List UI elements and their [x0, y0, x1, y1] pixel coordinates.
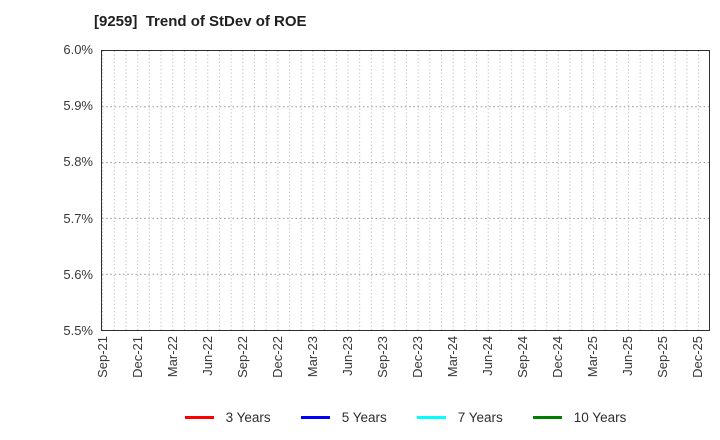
legend-line-swatch — [300, 415, 330, 419]
x-tick-label: Mar-22 — [165, 336, 180, 378]
y-tick-label: 5.7% — [63, 210, 93, 226]
y-tick-label: 5.8% — [63, 154, 93, 170]
x-tick-label: Jun-25 — [620, 336, 635, 376]
y-tick-label: 5.5% — [63, 323, 93, 338]
legend-line-swatch — [184, 415, 214, 419]
y-tick-label: 5.6% — [63, 266, 93, 282]
legend-label: 3 Years — [225, 409, 271, 425]
y-tick-label: 5.9% — [63, 98, 93, 114]
legend-line-swatch — [416, 415, 446, 419]
legend-label: 7 Years — [457, 409, 503, 425]
x-tick-label: Sep-23 — [375, 336, 390, 378]
legend: 3 Years 5 Years 7 Years 10 Years — [101, 404, 710, 430]
plot-area — [101, 50, 710, 331]
x-tick-label: Sep-22 — [235, 336, 250, 378]
x-tick-label: Mar-24 — [445, 336, 460, 378]
legend-label: 5 Years — [341, 409, 387, 425]
x-tick-label: Mar-25 — [585, 336, 600, 378]
legend-item-5-years: 5 Years — [300, 409, 387, 425]
legend-item-7-years: 7 Years — [416, 409, 503, 425]
x-tick-label: Sep-21 — [95, 336, 110, 378]
x-tick-label: Mar-23 — [305, 336, 320, 378]
x-tick-label: Sep-24 — [515, 336, 530, 378]
legend-label: 10 Years — [573, 409, 627, 425]
x-tick-label: Jun-23 — [340, 336, 355, 376]
x-tick-label: Dec-25 — [690, 336, 705, 378]
x-tick-label: Jun-22 — [200, 336, 215, 376]
x-tick-label: Jun-24 — [480, 336, 495, 376]
chart-title: [9259] Trend of StDev of ROE — [94, 13, 307, 30]
y-tick-label: 6.0% — [63, 42, 93, 57]
x-tick-label: Dec-21 — [130, 336, 145, 378]
legend-item-3-years: 3 Years — [184, 409, 271, 425]
legend-line-swatch — [532, 415, 562, 419]
x-tick-label: Dec-22 — [270, 336, 285, 378]
x-tick-label: Dec-23 — [410, 336, 425, 378]
x-tick-label: Dec-24 — [550, 336, 565, 378]
x-tick-label: Sep-25 — [655, 336, 670, 378]
gridlines — [102, 51, 709, 330]
legend-item-10-years: 10 Years — [532, 409, 627, 425]
